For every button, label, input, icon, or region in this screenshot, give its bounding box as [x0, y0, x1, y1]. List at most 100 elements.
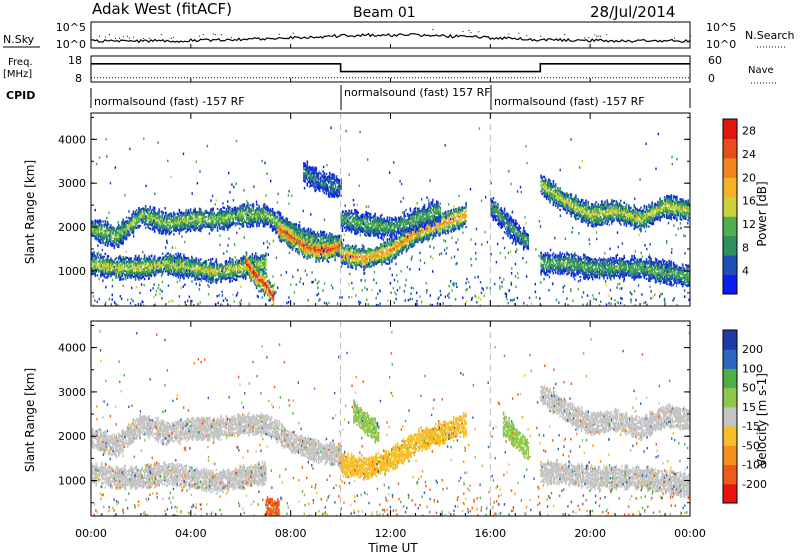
power-cell-band0 — [276, 221, 278, 224]
power-cell-band1 — [253, 256, 256, 259]
power-cell-band0 — [111, 229, 113, 232]
power-cell-band4 — [429, 223, 431, 226]
power-cell-band0 — [290, 222, 293, 225]
power-cell-band4 — [355, 268, 357, 271]
power-cell-band0 — [116, 237, 119, 240]
power-cell-band4 — [361, 251, 364, 254]
power-cell-band4 — [360, 250, 363, 253]
power-cell-band0 — [130, 218, 132, 222]
power-cell-band1 — [130, 265, 132, 268]
power-cell-band1 — [224, 272, 227, 275]
power-cell-band0 — [205, 211, 208, 214]
power-cell-band0 — [165, 231, 167, 234]
power-cell-band3 — [324, 251, 326, 254]
power-cell-band1 — [107, 263, 110, 266]
power-cell-band4 — [363, 245, 365, 248]
power-cell-band4 — [383, 257, 385, 260]
power-cell-band0 — [104, 233, 107, 236]
power-cell-band3 — [307, 251, 309, 254]
power-cell-band0 — [123, 223, 126, 226]
power-cell-band0 — [240, 219, 242, 222]
power-cell-band5 — [352, 226, 355, 229]
power-cell-band0 — [252, 213, 255, 216]
power-cell-band4 — [391, 254, 393, 257]
power-cell-band1 — [103, 259, 105, 262]
power-cell-band1 — [203, 275, 205, 278]
power-cell-band0 — [222, 224, 224, 227]
power-cell-band1 — [123, 263, 126, 266]
power-cell-band4 — [350, 254, 353, 257]
power-cell-band1 — [235, 278, 238, 281]
power-cell-band4 — [382, 248, 384, 251]
power-cell-band0 — [94, 235, 96, 238]
power-cell-band1 — [175, 263, 177, 266]
power-cell-band0 — [128, 216, 130, 219]
power-cell-band3 — [279, 227, 281, 230]
power-cell-band2 — [259, 274, 261, 278]
power-cell-band0 — [124, 220, 127, 223]
power-cell-band4 — [364, 265, 366, 268]
power-cell-band0 — [126, 229, 129, 232]
power-cell-band3 — [322, 251, 324, 254]
power-cell-band0 — [325, 233, 328, 236]
power-cell-band3 — [313, 250, 315, 253]
power-cell-band0 — [188, 218, 191, 221]
power-cell-band4 — [443, 223, 446, 226]
power-cell-band0 — [258, 208, 260, 212]
power-cell-band5 — [352, 228, 355, 231]
power-cell-band0 — [238, 217, 240, 220]
power-cell-band1 — [237, 271, 239, 274]
power-cell-band3 — [306, 233, 308, 237]
power-cell-band0 — [169, 218, 172, 221]
power-cell-band4 — [424, 234, 427, 237]
power-cell-band0 — [147, 223, 149, 226]
power-cell-band4 — [355, 254, 357, 257]
power-cell-band0 — [161, 220, 164, 223]
power-cell-band1 — [212, 274, 214, 277]
power-cell-band0 — [239, 209, 241, 212]
power-cell-band1 — [252, 259, 255, 262]
power-cell-band0 — [305, 243, 308, 246]
power-cell-band3 — [304, 238, 306, 241]
power-cell-band1 — [134, 262, 137, 265]
power-cell-band0 — [97, 228, 100, 231]
power-cell-band1 — [229, 276, 231, 280]
power-cell-band3 — [322, 253, 324, 256]
power-cell-band1 — [152, 263, 155, 266]
power-cell-band0 — [174, 229, 176, 232]
nsearch-dot — [674, 37, 675, 39]
power-cell-band0 — [180, 219, 183, 222]
power-cell-band0 — [277, 210, 279, 213]
power-cell-band1 — [231, 268, 233, 271]
power-cell-band4 — [412, 231, 415, 234]
power-cell-band0 — [229, 208, 231, 211]
power-cell-band0 — [191, 217, 193, 220]
nsearch-dot — [160, 34, 162, 35]
power-cell-band0 — [110, 224, 112, 227]
power-cell-band4 — [385, 254, 388, 257]
power-cell-band0 — [141, 213, 144, 216]
power-cell-band4 — [350, 246, 353, 249]
power-cell-band0 — [174, 221, 176, 224]
power-cell-band1 — [144, 268, 147, 271]
power-cell-band5 — [345, 217, 347, 221]
power-cell-band1 — [174, 270, 176, 273]
power-cell-band0 — [116, 226, 119, 229]
power-cell-band2 — [266, 290, 268, 293]
power-cell-band0 — [157, 215, 159, 218]
power-cell-band1 — [137, 260, 139, 263]
power-cell-band1 — [120, 260, 122, 263]
power-cell-band0 — [122, 234, 124, 237]
power-cell-band1 — [121, 270, 123, 273]
power-cell-band1 — [133, 263, 136, 266]
power-cell-band0 — [160, 220, 163, 223]
power-cell-band1 — [180, 272, 183, 275]
power-cell-band4 — [433, 228, 436, 231]
power-cell-band0 — [210, 210, 212, 213]
power-cell-band0 — [242, 221, 245, 224]
power-cell-band2 — [257, 283, 259, 286]
power-cell-band5 — [350, 219, 353, 222]
power-cell-band0 — [94, 227, 96, 230]
nsearch-dot — [105, 36, 106, 38]
power-cell-band1 — [148, 261, 150, 264]
